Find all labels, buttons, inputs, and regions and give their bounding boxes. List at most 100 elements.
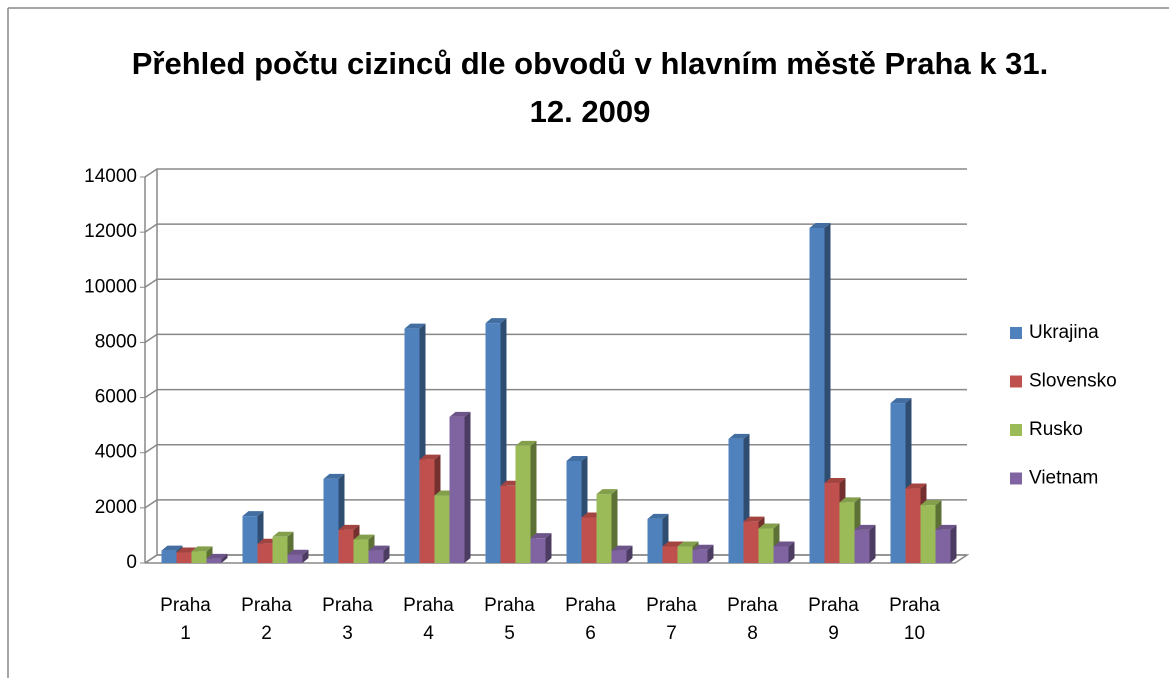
legend-label: Slovensko: [1029, 371, 1117, 392]
bar-front: [500, 485, 516, 563]
bar-top: [692, 544, 714, 550]
y-tick-label: 4000: [95, 442, 137, 463]
bar: [773, 541, 795, 563]
bar-front: [191, 551, 207, 563]
bar-front: [692, 549, 708, 563]
bar-front: [485, 323, 501, 563]
bar-side: [545, 533, 552, 563]
bar-front: [434, 495, 450, 563]
bar-front: [353, 539, 369, 563]
bar-front: [824, 483, 840, 563]
bar-top: [191, 546, 213, 552]
bar-top: [677, 541, 699, 547]
bar-side: [221, 553, 228, 563]
bar-front: [242, 516, 258, 563]
bar-top: [824, 478, 846, 484]
chart-title: Přehled počtu cizinců dle obvodů v hlavn…: [131, 46, 1049, 129]
bar-top: [773, 541, 795, 547]
bar-front: [419, 459, 435, 563]
bar-front: [404, 328, 420, 563]
bar-front: [323, 478, 339, 563]
bar-top: [449, 411, 471, 417]
bar-side: [788, 541, 795, 563]
bar-top: [758, 523, 780, 529]
bar-front: [566, 460, 582, 563]
bar: [809, 223, 831, 563]
x-tick-label: Praha 4: [403, 595, 454, 644]
y-tick-label: 10000: [84, 276, 137, 297]
bar-front: [935, 529, 951, 563]
bar-top: [368, 545, 390, 551]
bar-front: [743, 521, 759, 563]
bar-top: [530, 533, 552, 539]
bar-front: [287, 554, 303, 563]
legend-swatch: [1010, 375, 1022, 388]
bar-top: [272, 531, 294, 537]
bar: [530, 533, 552, 563]
bar-front: [890, 403, 906, 563]
y-tick-label: 2000: [95, 497, 137, 518]
grid-line: [144, 443, 967, 454]
bar-front: [773, 546, 789, 563]
x-tick-label: Praha 5: [484, 595, 535, 644]
x-tick-label: Praha 3: [322, 595, 373, 644]
bar-front: [809, 228, 825, 563]
bar-front: [596, 494, 612, 563]
legend-swatch: [1010, 424, 1022, 436]
bar-front: [515, 445, 531, 563]
bar-front: [581, 517, 597, 563]
bar-top: [935, 524, 957, 530]
bar-front: [530, 538, 546, 563]
bar-top: [728, 433, 750, 439]
bar-front: [161, 550, 177, 563]
grid-line: [144, 388, 967, 399]
bar-front: [839, 502, 855, 563]
bar-top: [839, 497, 861, 503]
bar-top: [809, 223, 831, 229]
bar-top: [743, 516, 765, 522]
bar-front: [449, 416, 465, 563]
bar-top: [890, 398, 912, 404]
y-tick-label: 8000: [95, 331, 137, 352]
bar-side: [383, 545, 390, 563]
bar-side: [869, 524, 876, 563]
x-tick-label: Praha 8: [727, 595, 778, 644]
bar-side: [950, 524, 957, 563]
bar-top: [647, 513, 669, 519]
bar: [611, 545, 633, 563]
bar-top: [905, 483, 927, 489]
bar-front: [647, 518, 663, 563]
bar-side: [707, 544, 714, 563]
bar-top: [242, 511, 264, 517]
x-tick-label: Praha 10: [889, 595, 940, 644]
bar-top: [485, 318, 507, 324]
bar-front: [758, 528, 774, 563]
y-tick-label: 0: [126, 552, 137, 573]
bar-top: [404, 323, 426, 329]
bar: [935, 524, 957, 563]
bar-top: [323, 473, 345, 479]
bar-top: [353, 534, 375, 540]
bar-side: [302, 549, 309, 563]
bar-front: [728, 438, 744, 563]
bar-top: [338, 524, 360, 530]
legend-swatch: [1010, 327, 1022, 339]
legend-swatch: [1010, 472, 1022, 485]
bar: [515, 440, 537, 563]
bar-top: [611, 545, 633, 551]
grid-line: [144, 168, 967, 178]
bar-side: [611, 489, 618, 563]
bar-top: [854, 524, 876, 530]
bar: [449, 411, 471, 563]
bar-front: [677, 546, 693, 563]
x-tick-label: Praha 2: [241, 595, 292, 644]
x-tick-label: Praha 9: [808, 595, 859, 644]
bar: [854, 524, 876, 563]
grid-line: [144, 278, 967, 288]
bar: [368, 545, 390, 563]
legend-label: Ukrajina: [1029, 322, 1099, 343]
bar-front: [611, 550, 627, 563]
bar: [206, 553, 228, 563]
grid-line: [144, 333, 967, 344]
